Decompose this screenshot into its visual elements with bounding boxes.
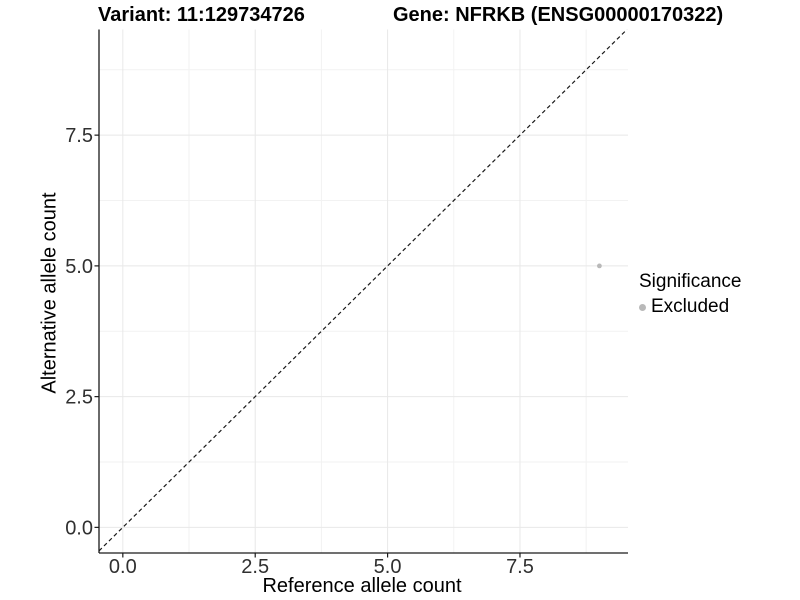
y-tick-label: 2.5 (65, 387, 93, 409)
legend-item-label: Excluded (651, 296, 730, 317)
y-tick-label: 0.0 (65, 517, 93, 539)
x-tick-label: 0.0 (109, 556, 137, 578)
legend-point-icon (639, 303, 646, 311)
plot-title-gene: Gene: NFRKB (ENSG00000170322) (393, 4, 724, 26)
legend-item: Excluded (639, 296, 741, 318)
identity-dashed-line (98, 29, 628, 552)
y-tick-label: 7.5 (65, 125, 93, 147)
plot-title-variant: Variant: 11:129734726 (98, 4, 305, 26)
legend-title: Significance (639, 271, 742, 292)
data-point (597, 263, 602, 269)
x-axis-label: Reference allele count (262, 575, 462, 597)
y-tick-label: 5.0 (65, 256, 93, 278)
x-tick-label: 7.5 (506, 556, 534, 578)
legend: Significance Excluded (639, 271, 741, 318)
y-axis-label: Alternative allele count (38, 192, 61, 394)
x-tick-label: 5.0 (374, 556, 402, 578)
x-tick-label: 2.5 (241, 556, 269, 578)
